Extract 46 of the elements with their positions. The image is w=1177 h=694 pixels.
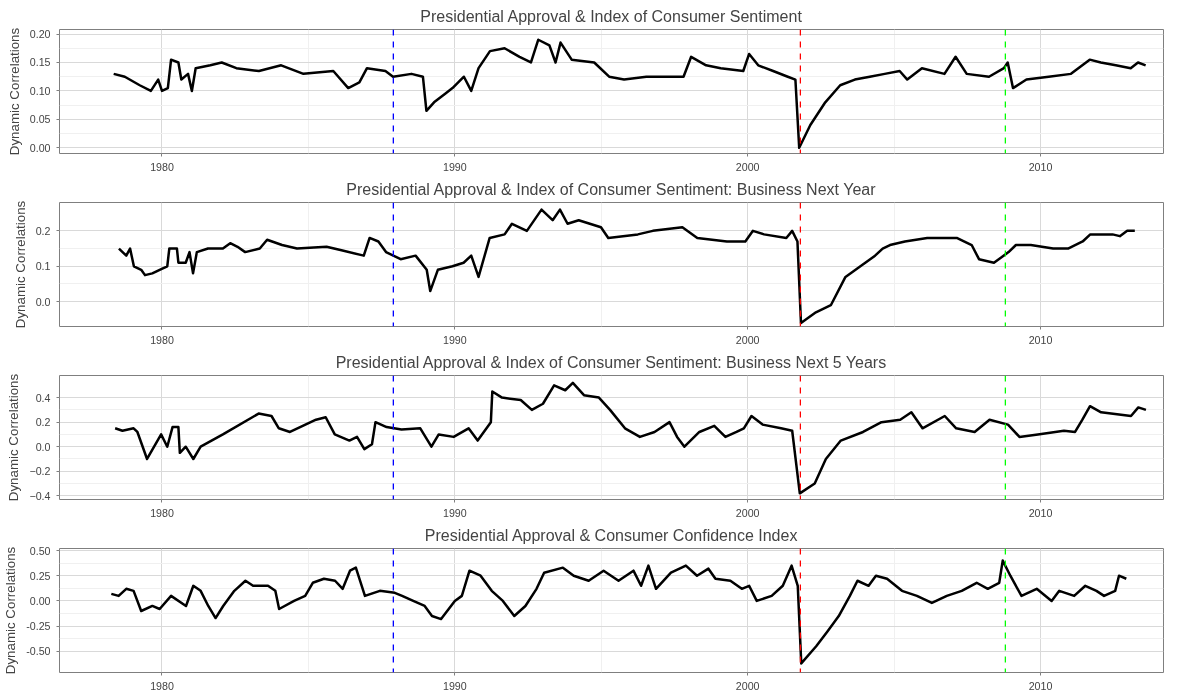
chart-title: Presidential Approval & Index of Consumer Sentiment: Business Next 5 Years xyxy=(335,353,887,371)
y-tick-label: 0.00 xyxy=(29,141,51,154)
x-tick-label: 1990 xyxy=(442,160,467,173)
y-tick-label: 0.10 xyxy=(29,84,51,97)
y-tick-label: −0.4 xyxy=(29,489,51,502)
y-tick-label: −0.2 xyxy=(29,465,51,478)
x-tick-label: 1980 xyxy=(150,506,174,519)
y-tick-label: -0.25 xyxy=(26,620,51,633)
x-tick-label: 1990 xyxy=(442,333,467,346)
y-tick-label: 0.25 xyxy=(29,569,51,582)
y-tick-label: 0.2 xyxy=(35,224,51,237)
y-tick-label: 0.15 xyxy=(29,56,51,69)
x-tick-label: 2010 xyxy=(1028,679,1053,692)
y-tick-label: 0.1 xyxy=(35,260,51,273)
x-tick-label: 2000 xyxy=(735,506,760,519)
line-series xyxy=(113,381,1148,495)
y-tick-label: 0.4 xyxy=(35,391,51,404)
y-tick-label: -0.50 xyxy=(26,645,51,658)
x-tick-label: 1980 xyxy=(150,160,174,173)
y-tick-label: 0.50 xyxy=(29,544,51,557)
y-tick-label: 0.2 xyxy=(35,416,51,429)
x-tick-label: 2010 xyxy=(1028,506,1053,519)
y-tick-label: 0.0 xyxy=(35,295,51,308)
line-series xyxy=(112,38,1147,150)
chart-title: Presidential Approval & Consumer Confidence Index xyxy=(424,526,798,544)
x-tick-label: 2000 xyxy=(735,679,760,692)
y-tick-label: 0.0 xyxy=(35,440,51,453)
x-tick-label: 1990 xyxy=(442,679,467,692)
x-tick-label: 1980 xyxy=(150,679,174,692)
x-tick-label: 1990 xyxy=(442,506,467,519)
y-tick-label: 0.05 xyxy=(29,113,51,126)
line-series xyxy=(110,559,1128,665)
x-tick-label: 2000 xyxy=(735,333,760,346)
y-tick-label: 0.00 xyxy=(29,594,51,607)
y-axis-title: Dynamic Correlations xyxy=(6,373,22,502)
x-tick-label: 1980 xyxy=(150,333,174,346)
y-axis-title: Dynamic Correlations xyxy=(3,546,19,675)
chart-title: Presidential Approval & Index of Consumer Sentiment xyxy=(420,7,803,25)
x-tick-label: 2000 xyxy=(735,160,760,173)
chart-title: Presidential Approval & Index of Consumer Sentiment: Business Next Year xyxy=(346,180,877,198)
y-tick-label: 0.20 xyxy=(29,28,51,41)
line-series xyxy=(117,208,1137,325)
y-axis-title: Dynamic Correlations xyxy=(12,200,28,329)
x-tick-label: 2010 xyxy=(1028,160,1053,173)
x-tick-label: 2010 xyxy=(1028,333,1053,346)
y-axis-title: Dynamic Correlations xyxy=(6,27,22,156)
